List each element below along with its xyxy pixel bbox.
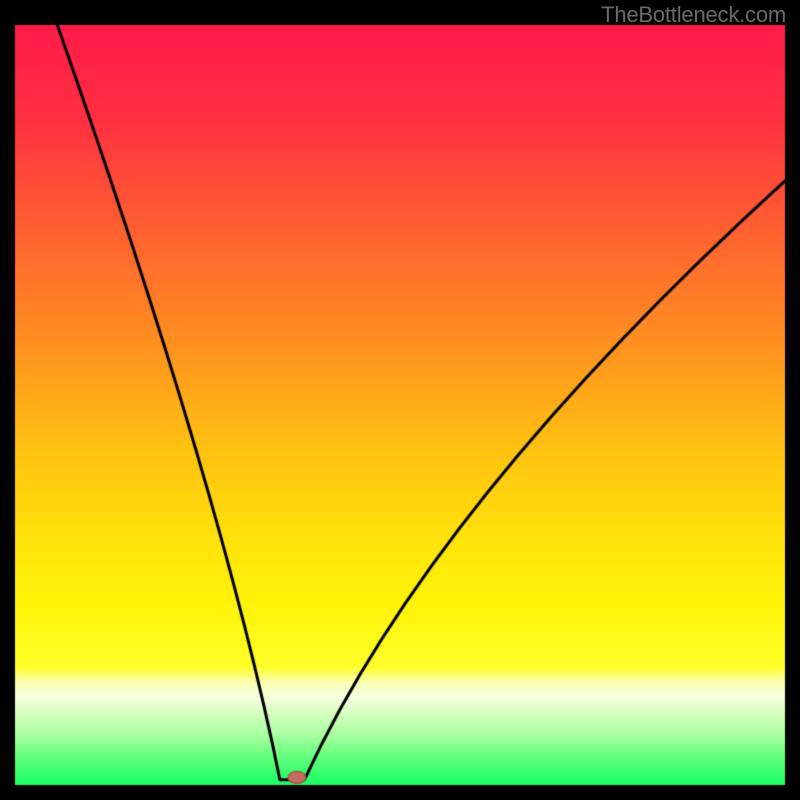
chart-frame: TheBottleneck.com: [0, 0, 800, 800]
bottleneck-chart-canvas: [0, 0, 800, 800]
watermark-text: TheBottleneck.com: [601, 2, 786, 28]
